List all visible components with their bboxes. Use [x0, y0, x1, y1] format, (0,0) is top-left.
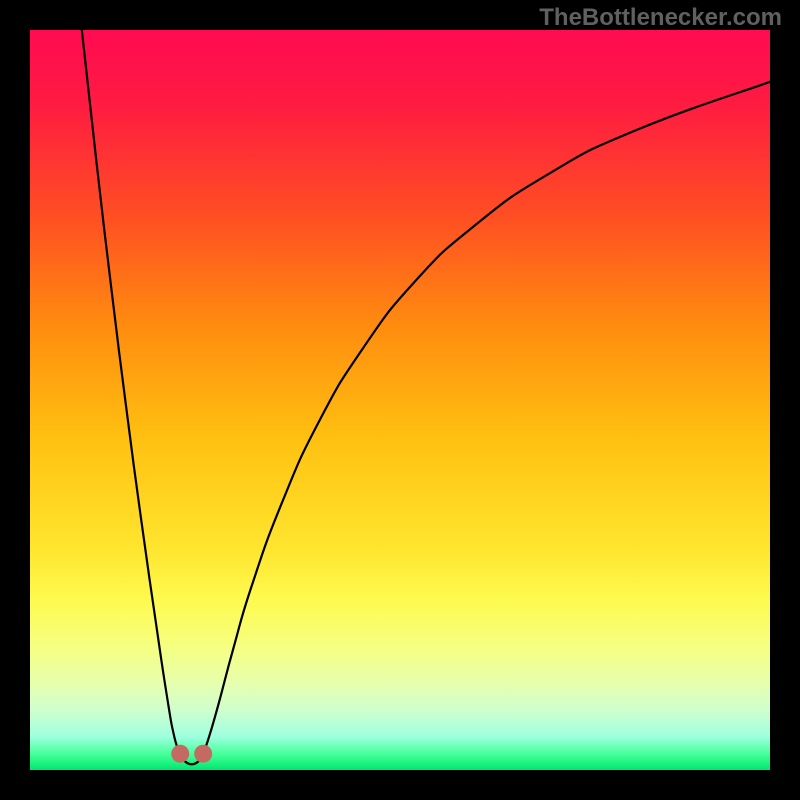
watermark-text: TheBottlenecker.com — [539, 4, 782, 32]
chart-container: TheBottlenecker.com — [0, 0, 800, 800]
marker-point-0 — [171, 745, 189, 763]
curve-left-branch — [82, 30, 180, 754]
marker-point-1 — [194, 745, 212, 763]
curve-right-branch — [203, 82, 770, 754]
curves-layer — [30, 30, 770, 770]
plot-area — [30, 30, 770, 770]
